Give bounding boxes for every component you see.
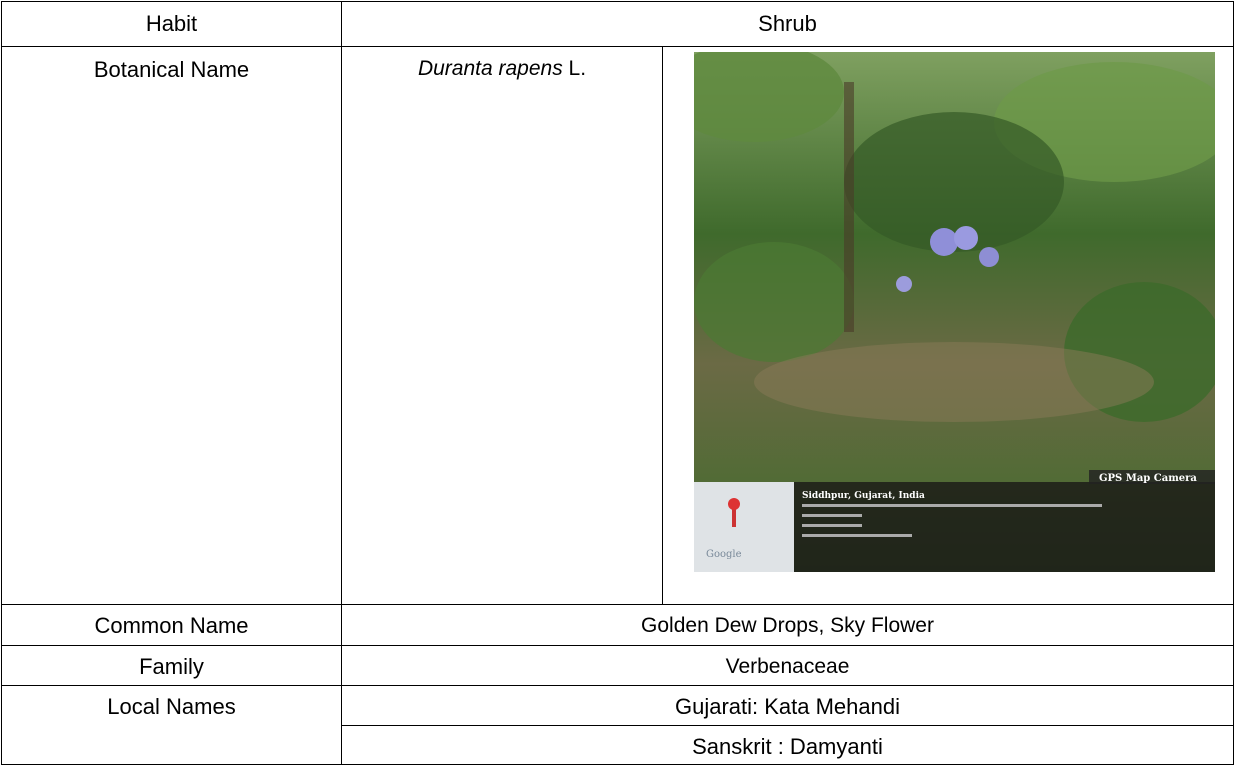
plant-photo: Google GPS Map Camera Siddhpur, Gujarat,… — [694, 52, 1215, 572]
photo-cell: Google GPS Map Camera Siddhpur, Gujarat,… — [662, 46, 1234, 605]
value-cell: Duranta rapens L. — [341, 46, 663, 605]
value: Verbenaceae — [725, 655, 850, 678]
value-cell: Golden Dew Drops, Sky Flower — [341, 604, 1234, 646]
label: Family — [139, 654, 204, 679]
label-cell: Family — [1, 645, 342, 686]
value: Shrub — [758, 11, 817, 36]
botanical-name: Duranta rapens L. — [342, 57, 662, 81]
value-cell: Sanskrit : Damyanti — [341, 725, 1234, 765]
value-cell: Verbenaceae — [341, 645, 1234, 686]
author: L. — [568, 57, 587, 80]
value: Sanskrit : Damyanti — [692, 734, 883, 759]
species: Duranta rapens — [417, 57, 563, 80]
value: Gujarati: Kata Mehandi — [674, 694, 901, 719]
label-cell: Botanical Name — [1, 46, 342, 605]
map-logo: Google — [706, 549, 742, 560]
location: Siddhpur, Gujarat, India — [802, 491, 925, 501]
label: Common Name — [94, 613, 249, 638]
value-cell: Shrub — [341, 1, 1234, 47]
label: Habit — [145, 11, 198, 36]
label-cell: Common Name — [1, 604, 342, 646]
value-cell: Gujarati: Kata Mehandi — [341, 685, 1234, 726]
stamp: GPS Map Camera — [1099, 473, 1197, 484]
label-cell: Habit — [1, 1, 342, 47]
label: Botanical Name — [93, 57, 250, 82]
label-cell: Local Names — [1, 685, 342, 765]
label: Local Names — [107, 694, 236, 719]
value: Golden Dew Drops, Sky Flower — [641, 614, 934, 637]
